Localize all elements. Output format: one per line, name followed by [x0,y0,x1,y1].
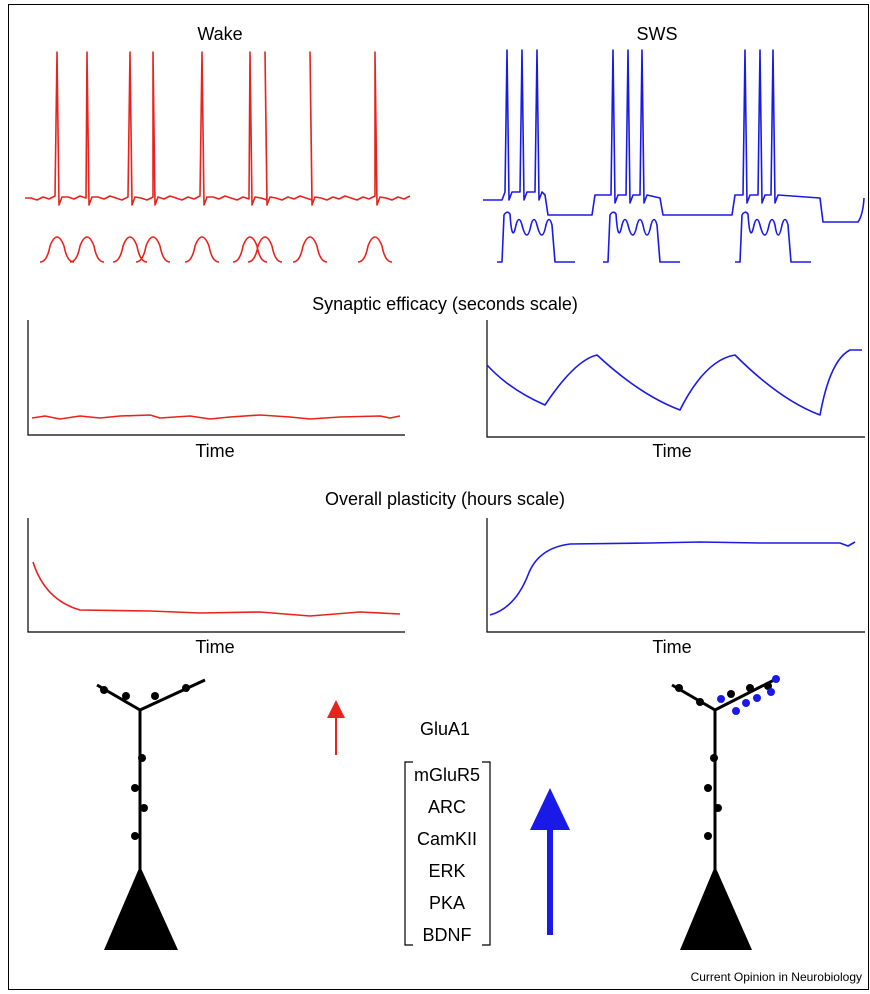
wake-label: Wake [197,24,242,44]
soma [680,866,752,950]
spine [131,832,139,840]
section-title: Synaptic efficacy (seconds scale) [312,294,578,314]
axes [486,320,865,438]
spine-blue [772,675,780,683]
large-arrow-head [530,788,570,830]
small-arrow-label: GluA1 [420,719,470,739]
molecule: mGluR5 [414,765,480,785]
spine [704,832,712,840]
sws-efficacy [486,349,862,416]
axes [486,518,865,633]
traces [25,49,865,263]
neurons [96,675,780,950]
sws-potentials [497,211,811,263]
spine [138,754,146,762]
spine [675,684,683,692]
footer: Current Opinion in Neurobiology [691,970,862,984]
spine-blue [767,688,775,696]
spine [131,784,139,792]
dendrite [96,678,206,870]
spine [746,684,754,692]
sws-plasticity [489,541,856,616]
wake-trace [25,51,411,206]
x-label: Time [652,637,691,657]
axes [27,518,405,633]
x-label: Time [195,441,234,461]
spine [714,804,722,812]
sws-label: SWS [636,24,677,44]
spine [122,692,130,700]
molecule: ERK [428,861,465,881]
dendrite [671,676,779,870]
spine [710,754,718,762]
molecule: ARC [428,797,466,817]
spine-blue [732,707,740,715]
sws-trace [483,49,865,223]
spine [764,682,772,690]
section-title: Overall plasticity (hours scale) [325,489,565,509]
spine [696,698,704,706]
spine-blue [717,695,725,703]
spine [704,784,712,792]
bracket [404,761,491,946]
wake-potentials [39,236,393,263]
molecule: CamKII [417,829,477,849]
spine [140,804,148,812]
soma [104,866,178,950]
x-label: Time [195,637,234,657]
spine [727,690,735,698]
spine [100,686,108,694]
x-label: Time [652,441,691,461]
spine-blue [753,694,761,702]
small-arrow-head [327,700,345,718]
spine [182,684,190,692]
molecule: BDNF [423,925,472,945]
frame [8,4,869,990]
spine [151,692,159,700]
molecule: PKA [429,893,465,913]
molecule-list: mGluR5 ARC CamKII ERK PKA BDNF [414,765,480,945]
spine-blue [742,699,750,707]
axes [27,320,405,436]
wake-efficacy [31,414,401,420]
wake-plasticity [32,561,401,617]
